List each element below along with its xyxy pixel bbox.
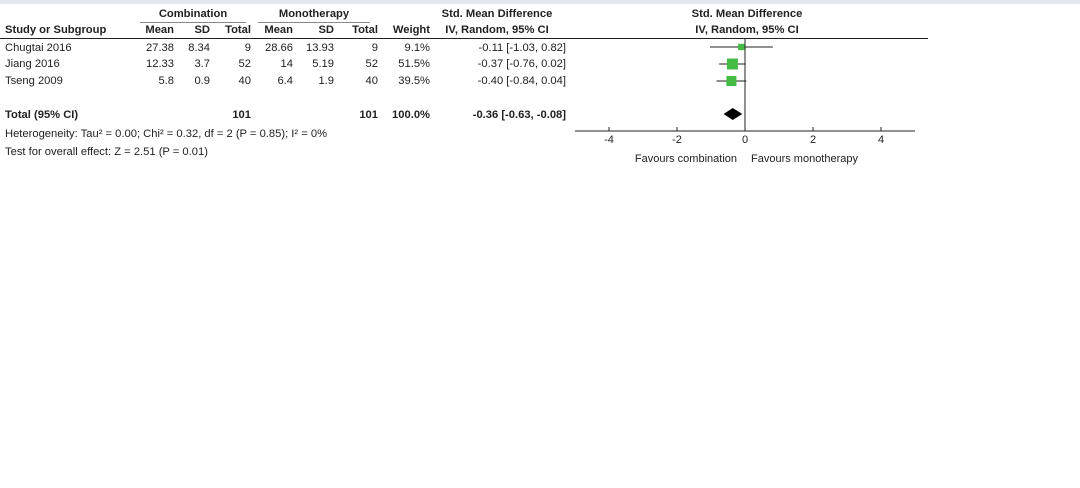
header-plot-sub: IV, Random, 95% CI <box>695 24 799 36</box>
total2-cell: 52 <box>365 58 378 70</box>
header-mean2: Mean <box>264 24 293 36</box>
weight-cell: 9.1% <box>404 42 431 54</box>
monotherapy-underline <box>258 22 370 23</box>
header-smd-sub: IV, Random, 95% CI <box>445 24 549 36</box>
ci-cell: -0.37 [-0.76, 0.02] <box>477 58 566 70</box>
mean2-cell: 28.66 <box>265 42 293 54</box>
total-ci: -0.36 [-0.63, -0.08] <box>472 109 566 121</box>
mean2-cell: 14 <box>280 58 293 70</box>
x-tick-label: 4 <box>878 134 884 146</box>
header-rule <box>0 38 928 39</box>
ci-cell: -0.11 [-1.03, 0.82] <box>478 42 566 54</box>
total-label: Total (95% CI) <box>5 109 79 121</box>
heterogeneity-text: Heterogeneity: Tau² = 0.00; Chi² = 0.32,… <box>5 128 328 140</box>
header-total2: Total <box>352 24 378 36</box>
study-marker <box>726 75 737 87</box>
top-border <box>0 0 1080 4</box>
sd1-cell: 0.9 <box>194 75 210 87</box>
sd2-cell: 13.93 <box>306 42 334 54</box>
header-mean1: Mean <box>145 24 174 36</box>
weight-cell: 51.5% <box>398 58 430 70</box>
total2-sum: 101 <box>359 109 378 121</box>
forest-plot: -4 -2 0 2 4 Favours combination Favours monoth… <box>575 38 915 165</box>
mean2-cell: 6.4 <box>277 75 293 87</box>
header-study: Study or Subgroup <box>5 24 107 36</box>
sd2-cell: 1.9 <box>318 75 334 87</box>
study-name: Jiang 2016 <box>5 58 60 70</box>
header-total1: Total <box>225 24 251 36</box>
study-marker <box>738 43 745 51</box>
header-sd1: SD <box>194 24 210 36</box>
study-name: Chugtai 2016 <box>5 42 72 54</box>
total1-cell: 52 <box>238 58 251 70</box>
header-weight: Weight <box>392 24 430 36</box>
study-name: Tseng 2009 <box>5 75 63 87</box>
mean1-cell: 27.38 <box>146 42 174 54</box>
pooled-diamond <box>723 108 743 120</box>
header-smd: Std. Mean Difference <box>441 8 553 20</box>
x-tick-label: 2 <box>810 134 816 146</box>
total2-cell: 40 <box>365 75 378 87</box>
sd1-cell: 3.7 <box>194 58 210 70</box>
combination-underline <box>140 22 246 23</box>
x-tick-label: -2 <box>672 134 682 146</box>
mean1-cell: 12.33 <box>146 58 174 70</box>
header-sd2: SD <box>318 24 334 36</box>
ci-cell: -0.40 [-0.84, 0.04] <box>477 75 566 87</box>
sd1-cell: 8.34 <box>188 42 210 54</box>
study-marker <box>726 58 738 70</box>
weight-cell: 39.5% <box>398 75 430 87</box>
favours-left-label: Favours combination <box>635 153 737 165</box>
favours-right-label: Favours monotherapy <box>751 153 858 165</box>
total1-cell: 9 <box>244 42 251 54</box>
header-plot: Std. Mean Difference <box>691 8 803 20</box>
total1-cell: 40 <box>238 75 251 87</box>
total1-sum: 101 <box>232 109 251 121</box>
header-monotherapy: Monotherapy <box>278 8 350 20</box>
overall-effect-text: Test for overall effect: Z = 2.51 (P = 0… <box>5 146 208 158</box>
mean1-cell: 5.8 <box>158 75 174 87</box>
sd2-cell: 5.19 <box>312 58 334 70</box>
x-tick-label: 0 <box>742 134 748 146</box>
total2-cell: 9 <box>371 42 378 54</box>
header-combination: Combination <box>158 8 228 20</box>
total-weight: 100.0% <box>392 109 430 121</box>
x-tick-label: -4 <box>604 134 614 146</box>
